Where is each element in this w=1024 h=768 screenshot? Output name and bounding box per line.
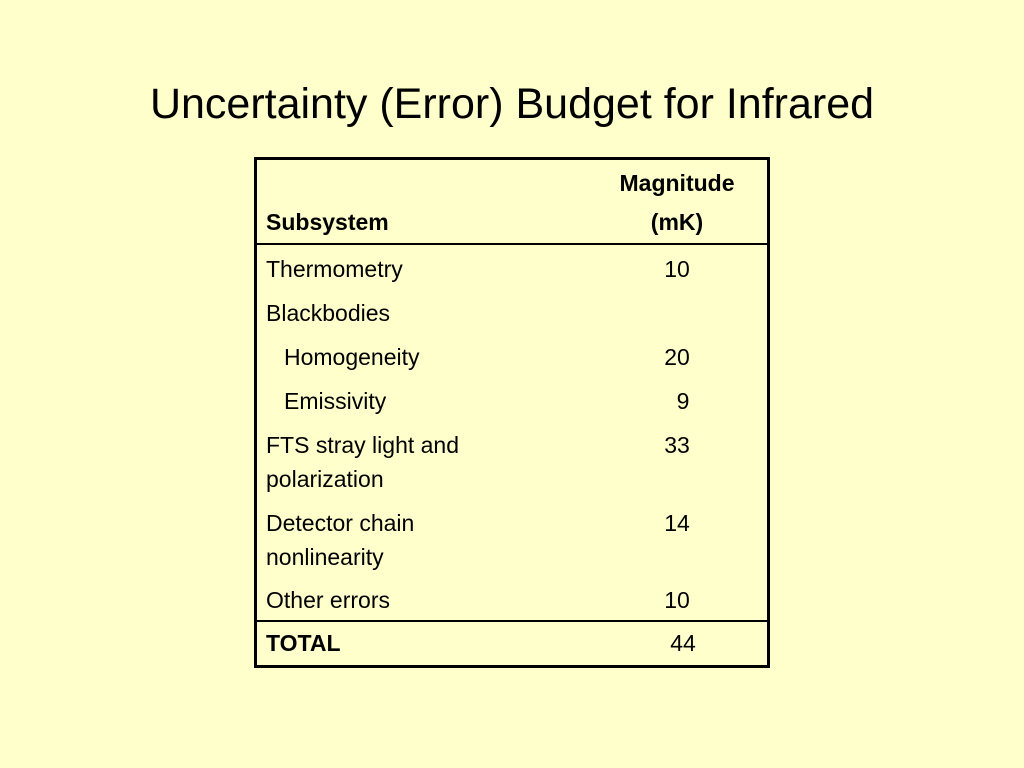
table-row: Emissivity 9 bbox=[257, 377, 767, 421]
subsystem-cell: FTS stray light and bbox=[266, 432, 460, 458]
subsystem-cell: Homogeneity bbox=[284, 344, 420, 370]
subsystem-cell-continuation: polarization bbox=[266, 466, 384, 492]
subsystem-cell: Thermometry bbox=[266, 256, 403, 282]
magnitude-cell: 14 bbox=[664, 510, 690, 536]
subsystem-cell-continuation: nonlinearity bbox=[266, 544, 384, 570]
magnitude-column-header: Magnitude bbox=[619, 170, 735, 196]
table-header-row: Subsystem Magnitude (mK) bbox=[257, 160, 767, 245]
magnitude-cell: 10 bbox=[664, 256, 690, 282]
subsystem-cell: Emissivity bbox=[284, 388, 387, 414]
slide-title: Uncertainty (Error) Budget for Infrared bbox=[149, 80, 875, 128]
table-row: FTS stray light and polarization 33 bbox=[257, 421, 767, 499]
table-row: Thermometry 10 bbox=[257, 245, 767, 289]
subsystem-cell: Blackbodies bbox=[266, 300, 391, 326]
total-label: TOTAL bbox=[266, 630, 341, 656]
total-value: 44 bbox=[670, 630, 696, 656]
magnitude-cell: 20 bbox=[664, 344, 690, 370]
table-row: Detector chain nonlinearity 14 bbox=[257, 499, 767, 577]
table-row: Homogeneity 20 bbox=[257, 333, 767, 377]
magnitude-cell: 9 bbox=[676, 388, 690, 414]
subsystem-cell: Other errors bbox=[266, 587, 390, 613]
magnitude-cell: 10 bbox=[664, 587, 690, 613]
total-row: TOTAL 44 bbox=[257, 620, 767, 665]
error-budget-table: Subsystem Magnitude (mK) Thermometry 10 … bbox=[254, 157, 770, 668]
magnitude-cell: 33 bbox=[664, 432, 690, 458]
subsystem-column-header: Subsystem bbox=[266, 209, 389, 235]
magnitude-unit-header: (mK) bbox=[650, 209, 704, 235]
table-row: Other errors 10 bbox=[257, 577, 767, 620]
subsystem-cell: Detector chain bbox=[266, 510, 415, 536]
table-row: Blackbodies bbox=[257, 289, 767, 333]
